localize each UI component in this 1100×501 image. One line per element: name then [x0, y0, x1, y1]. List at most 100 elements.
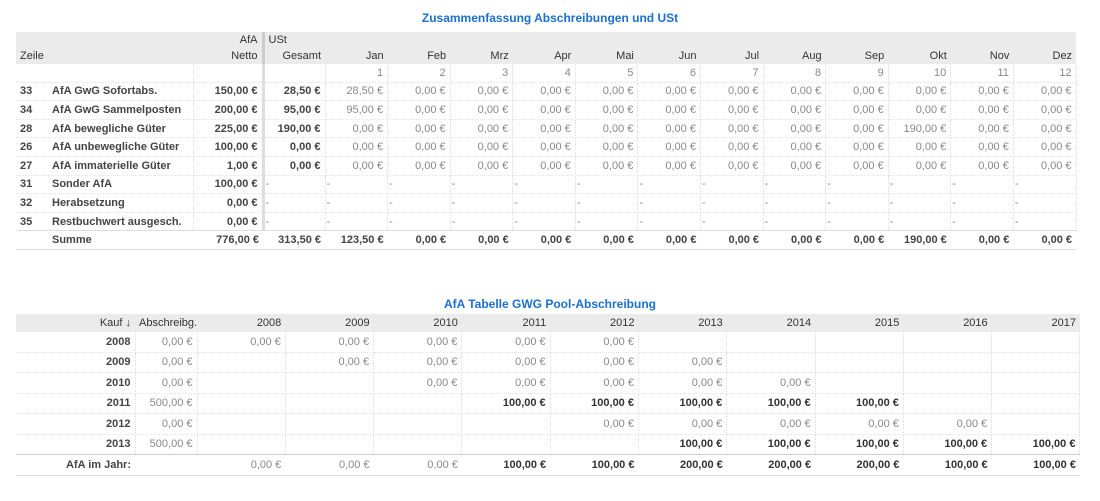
header-year: 2012 — [550, 314, 639, 332]
row-year-value — [815, 332, 904, 353]
row-month-value: - — [763, 212, 827, 232]
row-month-value: 95,00 € — [325, 100, 389, 120]
row-year-value — [285, 434, 375, 455]
row-year-value — [726, 352, 816, 373]
header-year: 2014 — [726, 314, 816, 332]
row-year-value: 0,00 € — [373, 352, 463, 373]
row-abschreibung: 0,00 € — [135, 352, 198, 373]
sum-year-value: 200,00 € — [815, 454, 904, 476]
sum-year-value: 100,00 € — [991, 454, 1080, 476]
row-year-value — [197, 393, 286, 414]
row-year-value: 100,00 € — [638, 434, 728, 455]
sum-year-value: 0,00 € — [373, 454, 462, 476]
row-month-value: 0,00 € — [763, 119, 827, 139]
row-month-value: - — [950, 175, 1014, 195]
row-month-value: 0,00 € — [700, 156, 764, 176]
row-year-value — [373, 413, 463, 435]
table-row: 2010 0,00 €0,00 €0,00 €0,00 €0,00 €0,00 € — [16, 372, 1081, 394]
row-year-value: 0,00 € — [638, 372, 728, 394]
row-month-value: 0,00 € — [825, 100, 889, 120]
row-month-value: 0,00 € — [1013, 156, 1077, 176]
row-kauf-year: 2013 — [16, 434, 136, 455]
row-month-value: - — [763, 175, 827, 195]
row-year-value — [991, 393, 1081, 414]
row-year-value: 100,00 € — [815, 434, 904, 455]
row-month-value: - — [575, 193, 639, 213]
row-year-value — [285, 372, 375, 394]
row-month-value: - — [763, 193, 827, 213]
row-month-value: 0,00 € — [512, 156, 576, 176]
header-abschreibung: Abschreibg.→ — [135, 314, 197, 332]
header-year: 2008 — [197, 314, 286, 332]
header-month: Sep — [825, 48, 889, 64]
empty-cell — [135, 454, 197, 476]
row-label: AfA unbewegliche Güter — [48, 137, 194, 157]
row-year-value: 100,00 € — [991, 434, 1081, 455]
month-number: 7 — [700, 64, 764, 83]
row-month-value: 0,00 € — [888, 156, 952, 176]
row-month-value: 0,00 € — [450, 137, 514, 157]
sum-month-value: 0,00 € — [950, 230, 1014, 250]
row-year-value — [197, 434, 286, 455]
row-month-value: 0,00 € — [763, 156, 827, 176]
row-year-value — [461, 413, 551, 435]
row-year-value — [550, 434, 639, 455]
row-month-value: - — [512, 212, 576, 232]
row-month-value: 0,00 € — [950, 156, 1014, 176]
empty-cell — [16, 230, 48, 250]
row-month-value: 0,00 € — [825, 156, 889, 176]
row-month-value: - — [325, 175, 389, 195]
sum-month-value: 0,00 € — [1013, 230, 1077, 250]
header-month: Apr — [512, 48, 576, 64]
row-year-value — [285, 413, 375, 435]
row-year-value: 0,00 € — [903, 413, 993, 435]
header-month: Aug — [763, 48, 826, 64]
row-abschreibung: 0,00 € — [135, 332, 198, 353]
row-netto: 150,00 € — [193, 82, 265, 102]
row-year-value: 0,00 € — [285, 352, 375, 373]
sum-year-value: 100,00 € — [461, 454, 551, 476]
month-number: 2 — [387, 64, 451, 83]
header-empty — [325, 32, 1077, 48]
row-month-value: 0,00 € — [1013, 119, 1077, 139]
row-month-value: - — [950, 212, 1014, 232]
row-year-value — [726, 332, 816, 353]
row-month-value: 0,00 € — [512, 82, 576, 102]
row-zeile: 35 — [16, 212, 48, 232]
row-year-value: 0,00 € — [373, 372, 463, 394]
row-year-value: 100,00 € — [815, 393, 904, 414]
row-year-value: 100,00 € — [726, 434, 816, 455]
header-month: Jul — [700, 48, 764, 64]
header-zeile: Zeile — [16, 48, 193, 64]
month-number: 3 — [450, 64, 514, 83]
row-zeile: 34 — [16, 100, 48, 120]
sum-month-value: 0,00 € — [512, 230, 576, 250]
sum-year-value: 0,00 € — [285, 454, 374, 476]
row-month-value: 0,00 € — [637, 100, 701, 120]
row-month-value: 0,00 € — [950, 82, 1014, 102]
row-month-value: 0,00 € — [700, 82, 764, 102]
header-empty — [16, 32, 193, 48]
row-month-value: 0,00 € — [825, 119, 889, 139]
header-month: Feb — [387, 48, 451, 64]
row-month-value: 0,00 € — [825, 82, 889, 102]
row-month-value: 28,50 € — [325, 82, 389, 102]
row-month-value: - — [1013, 212, 1077, 232]
table-row: 35 Restbuchwert ausgesch. 0,00 € - - - - - - - - - -… — [16, 212, 1077, 232]
row-year-value: 0,00 € — [285, 332, 375, 353]
row-month-value: - — [637, 193, 701, 213]
empty-cell — [193, 64, 265, 83]
row-month-value: 0,00 € — [763, 82, 827, 102]
row-month-value: - — [512, 175, 576, 195]
sum-month-value: 123,50 € — [325, 230, 388, 250]
row-year-value: 0,00 € — [461, 372, 551, 394]
row-year-value — [197, 352, 286, 373]
row-zeile: 31 — [16, 175, 48, 195]
row-year-value: 0,00 € — [815, 413, 904, 435]
row-netto: 100,00 € — [193, 137, 265, 157]
row-month-value: - — [637, 175, 701, 195]
row-year-value — [991, 372, 1081, 394]
sum-month-value: 0,00 € — [700, 230, 764, 250]
row-month-value: - — [387, 193, 451, 213]
row-ust: 0,00 € — [263, 137, 326, 157]
